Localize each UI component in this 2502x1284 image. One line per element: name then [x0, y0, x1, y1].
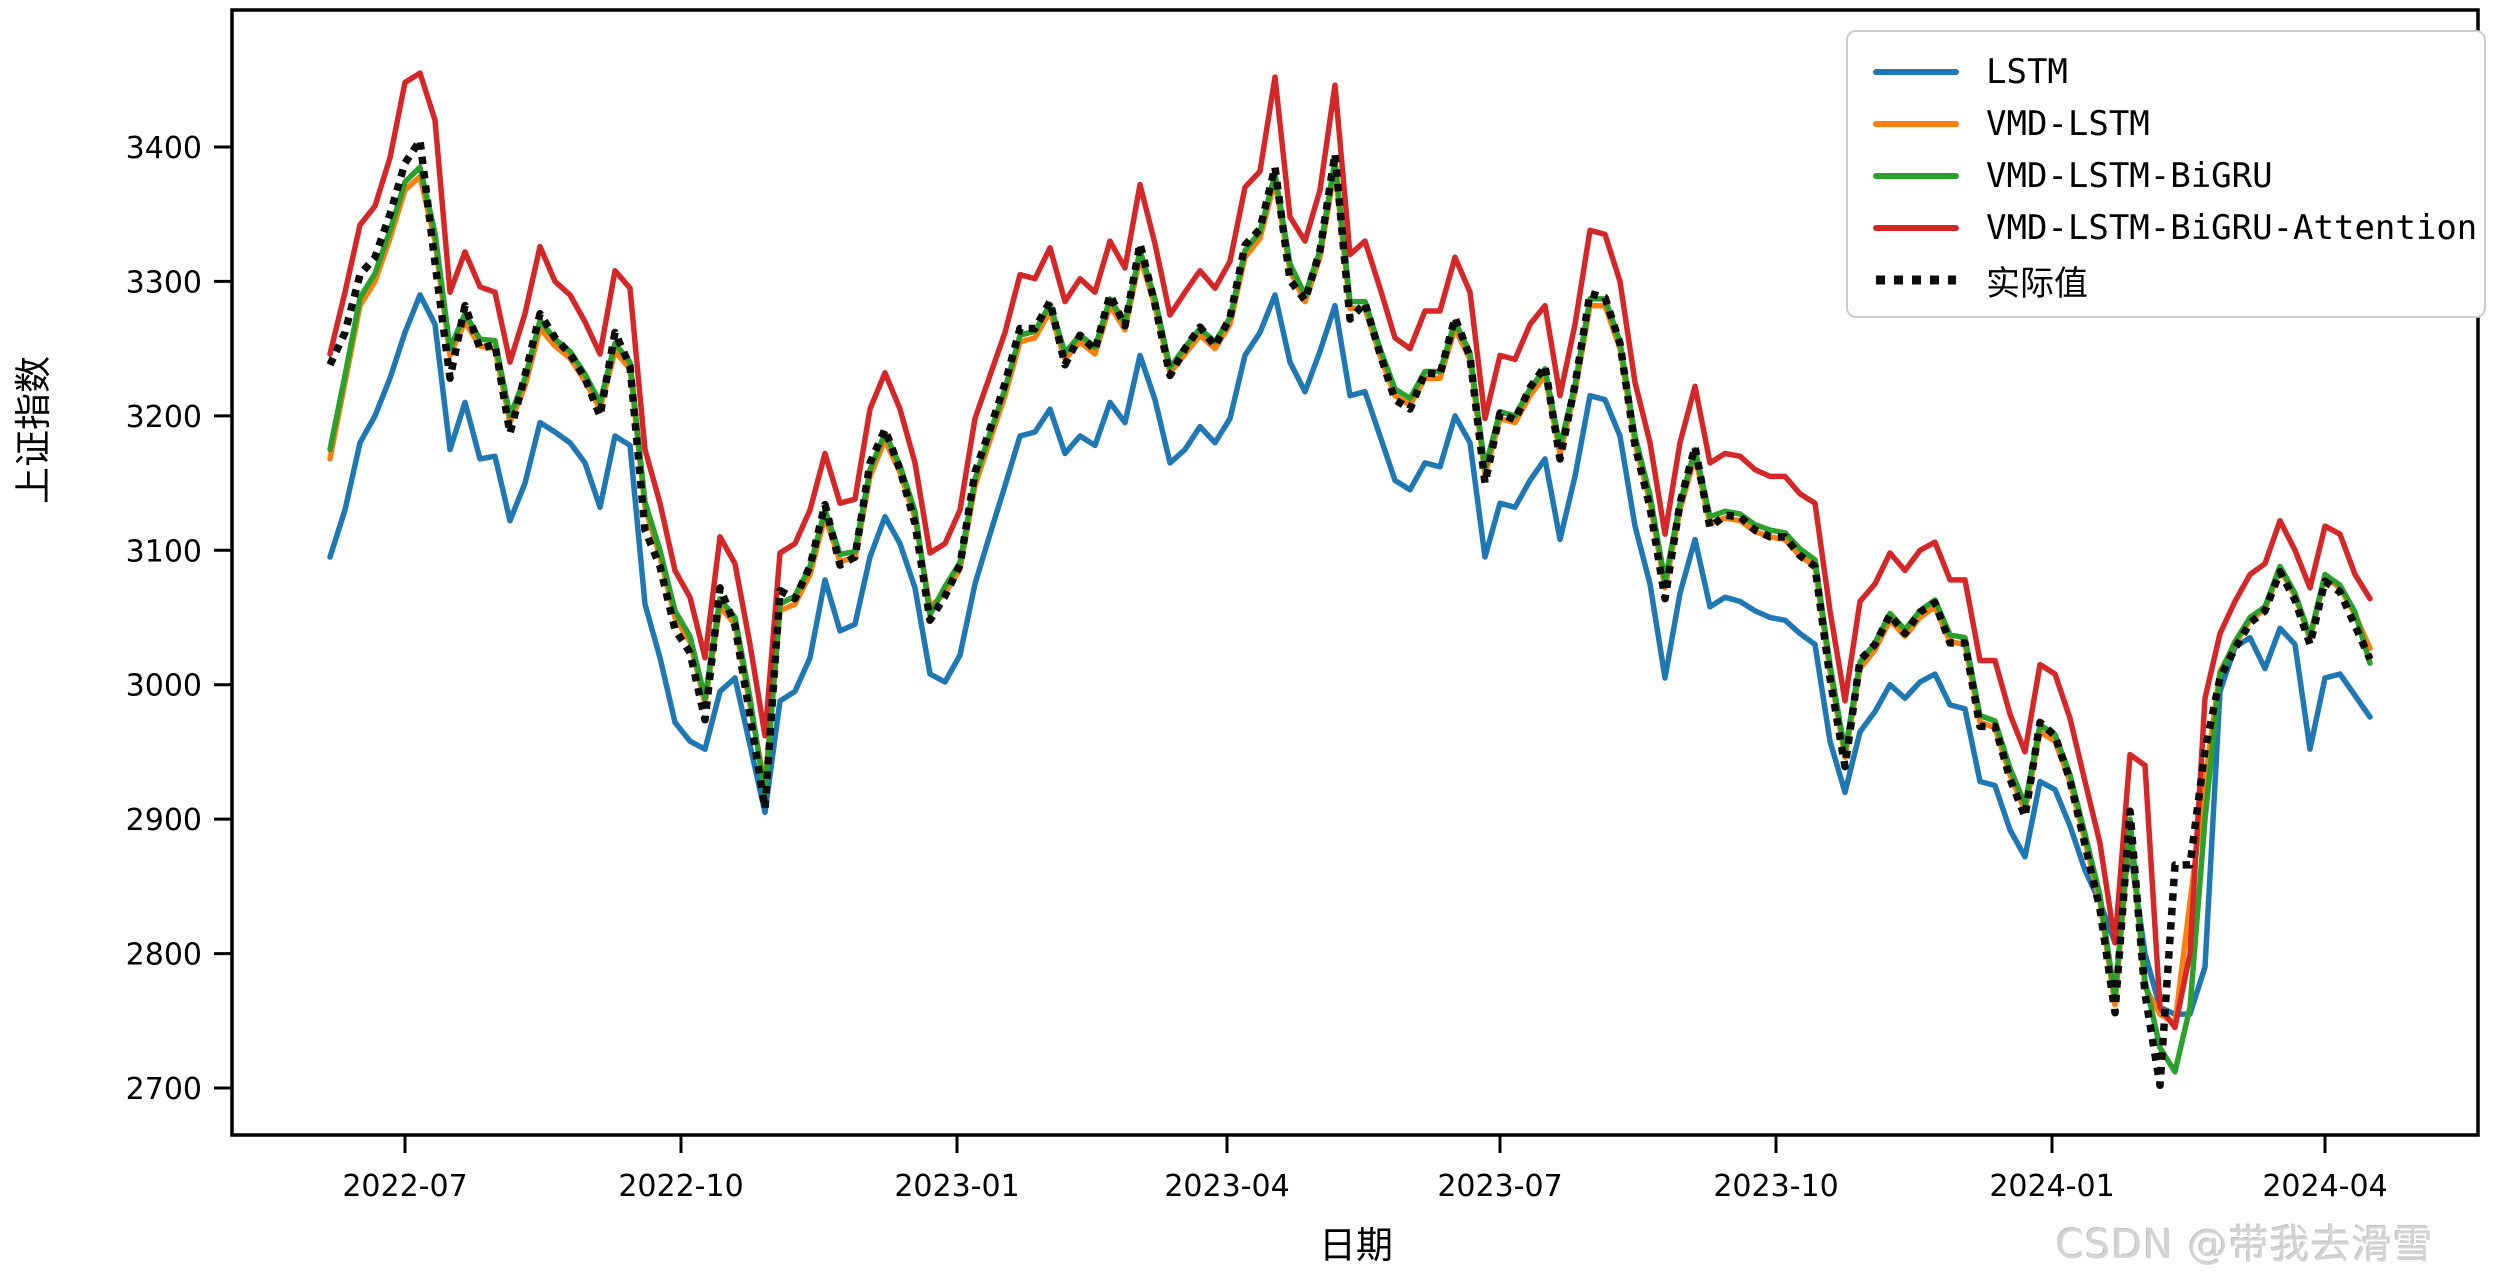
legend-line-swatch-icon — [1873, 121, 1959, 127]
legend-label: VMD-LSTM — [1986, 104, 2150, 144]
legend-item: VMD-LSTM-BiGRU — [1872, 151, 2464, 201]
legend-line-swatch-icon — [1873, 69, 1959, 75]
x-axis-ticks: 2022-07 2022-10 2023-01 2023-04 2023-07 2023-… — [342, 1135, 2388, 1204]
chart-legend: LSTM VMD-LSTM VMD-LSTM-BiGRU VMD-LSTM-BiGRU… — [1846, 30, 2486, 318]
legend-item: 实际值 — [1872, 255, 2464, 305]
legend-item: LSTM — [1872, 47, 2464, 97]
x-tick-label: 2024-04 — [2262, 1169, 2387, 1204]
legend-item: VMD-LSTM-BiGRU-Attention — [1872, 203, 2477, 253]
y-tick-label: 3400 — [126, 131, 202, 166]
legend-dotted-swatch-icon — [1876, 275, 1956, 285]
legend-line-swatch-icon — [1873, 225, 1959, 231]
legend-label: VMD-LSTM-BiGRU — [1986, 156, 2273, 196]
legend-label: LSTM — [1986, 52, 2068, 92]
y-tick-label: 2900 — [126, 803, 202, 838]
legend-item: VMD-LSTM — [1872, 99, 2464, 149]
y-axis-ticks: 2700 2800 2900 3000 3100 3200 3300 3400 — [126, 131, 232, 1107]
y-axis-title: 上证指数 — [12, 356, 55, 504]
y-tick-label: 3200 — [126, 400, 202, 435]
series-lines — [326, 70, 2374, 1090]
series-实际值 — [326, 136, 2374, 1090]
y-tick-label: 3100 — [126, 534, 202, 569]
y-tick-label: 2700 — [126, 1072, 202, 1107]
legend-label: 实际值 — [1986, 263, 2088, 304]
y-tick-label: 2800 — [126, 938, 202, 973]
series-LSTM — [327, 292, 2373, 1017]
x-tick-label: 2023-07 — [1437, 1169, 1562, 1204]
series-VMD-LSTM-BiGRU-Attention — [327, 70, 2373, 1031]
x-tick-label: 2023-04 — [1164, 1169, 1289, 1204]
y-tick-label: 3300 — [126, 265, 202, 300]
x-axis-title: 日期 — [1319, 1224, 1393, 1267]
legend-line-swatch-icon — [1873, 173, 1959, 179]
x-tick-label: 2023-10 — [1713, 1169, 1838, 1204]
watermark: CSDN @带我去滑雪 — [2056, 1222, 2434, 1268]
x-tick-label: 2022-07 — [342, 1169, 467, 1204]
x-tick-label: 2024-01 — [1989, 1169, 2114, 1204]
legend-label: VMD-LSTM-BiGRU-Attention — [1986, 208, 2478, 248]
x-tick-label: 2022-10 — [618, 1169, 743, 1204]
y-tick-label: 3000 — [126, 669, 202, 704]
plot-border — [230, 8, 2480, 1137]
x-tick-label: 2023-01 — [894, 1169, 1019, 1204]
